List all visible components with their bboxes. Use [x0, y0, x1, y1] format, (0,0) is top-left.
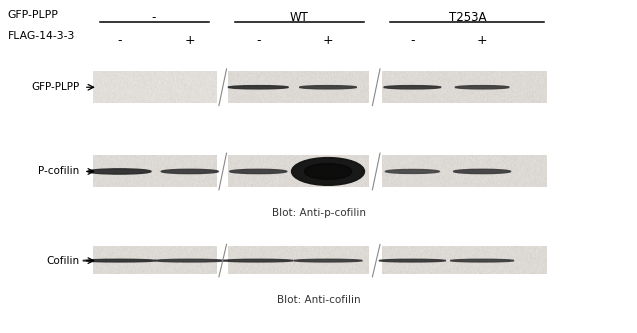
Text: P-cofilin: P-cofilin	[38, 166, 80, 176]
Text: Blot: Anti-p-cofilin: Blot: Anti-p-cofilin	[271, 207, 366, 217]
Ellipse shape	[161, 169, 218, 173]
Ellipse shape	[292, 158, 364, 185]
Ellipse shape	[228, 86, 289, 89]
Text: GFP-PLPP: GFP-PLPP	[8, 10, 59, 20]
Ellipse shape	[379, 259, 446, 262]
Ellipse shape	[230, 169, 287, 173]
Ellipse shape	[304, 164, 352, 179]
Text: Cofilin: Cofilin	[47, 256, 80, 266]
Text: WT: WT	[290, 11, 309, 24]
Ellipse shape	[455, 86, 509, 89]
Text: -: -	[117, 34, 122, 47]
Ellipse shape	[450, 259, 514, 262]
Text: FLAG-14-3-3: FLAG-14-3-3	[8, 31, 75, 41]
Ellipse shape	[385, 169, 440, 173]
Ellipse shape	[384, 86, 441, 89]
Ellipse shape	[155, 259, 225, 262]
Ellipse shape	[299, 86, 357, 89]
Text: +: +	[323, 34, 333, 47]
Text: -: -	[410, 34, 415, 47]
Text: +: +	[477, 34, 487, 47]
Ellipse shape	[454, 169, 511, 173]
Text: Blot: Anti-cofilin: Blot: Anti-cofilin	[276, 295, 361, 305]
Ellipse shape	[294, 259, 362, 262]
Ellipse shape	[88, 169, 151, 174]
Text: -: -	[256, 34, 261, 47]
Ellipse shape	[83, 259, 156, 262]
Text: GFP-PLPP: GFP-PLPP	[31, 82, 80, 92]
Text: -: -	[152, 11, 156, 24]
Ellipse shape	[224, 259, 293, 262]
Text: T253A: T253A	[449, 11, 486, 24]
Text: +: +	[185, 34, 195, 47]
